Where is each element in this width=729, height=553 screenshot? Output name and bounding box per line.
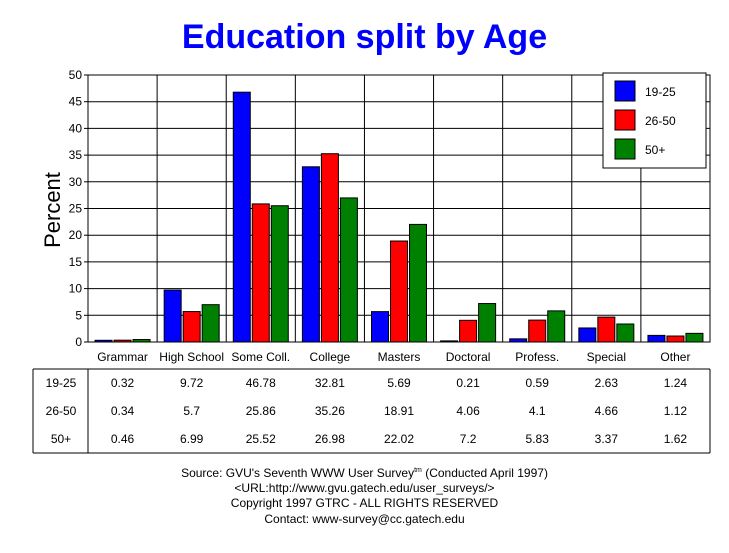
bar-19-25-Profess. (509, 338, 528, 343)
x-tick-label: Some Coll. (231, 350, 290, 364)
x-tick-label: High School (159, 350, 224, 364)
table-cell: 1.62 (664, 432, 688, 446)
x-tick-label: Doctoral (446, 350, 491, 364)
bar-19-25-Special (578, 327, 597, 343)
y-tick-label: 25 (69, 202, 83, 216)
copyright-text: Copyright 1997 GTRC - ALL RIGHTS RESERVE… (230, 496, 499, 510)
contact-text: Contact: www-survey@cc.gatech.edu (264, 512, 465, 526)
source-text: Source: GVU's Seventh WWW User Survey (181, 466, 415, 480)
table-cell: 32.81 (315, 376, 345, 390)
bar-26-50-Grammar (113, 339, 132, 343)
bar-19-25-College (301, 166, 320, 343)
bar-50+-Profess. (547, 310, 566, 343)
table-cell: 25.86 (246, 404, 276, 418)
source-url: <URL:http://www.gvu.gatech.edu/user_surv… (234, 481, 495, 495)
y-tick-label: 35 (69, 148, 83, 162)
table-cell: 7.2 (460, 432, 477, 446)
table-cell: 3.37 (595, 432, 619, 446)
bar-26-50-Special (597, 316, 616, 343)
table-cell: 1.24 (664, 376, 688, 390)
table-cell: 0.32 (111, 376, 135, 390)
y-tick-label: 5 (75, 308, 82, 322)
legend-swatch-50+ (614, 138, 636, 160)
bar-26-50-Profess. (528, 319, 547, 343)
table-cell: 25.52 (246, 432, 276, 446)
bar-26-50-High School (182, 311, 201, 343)
bar-50+-Masters (409, 223, 427, 343)
bar-50+-High School (201, 304, 220, 343)
table-cell: 4.1 (529, 404, 546, 418)
legend-label: 19-25 (645, 85, 676, 99)
bar-50+-Grammar (132, 339, 151, 343)
table-cell: 2.63 (595, 376, 619, 390)
conducted-text: (Conducted April 1997) (421, 466, 548, 480)
legend-swatch-26-50 (614, 109, 636, 131)
legend-swatch-19-25 (614, 80, 636, 102)
trademark-mark: tm (414, 467, 422, 474)
table-cell: 5.7 (183, 404, 200, 418)
y-tick-label: 15 (69, 255, 83, 269)
bar-50+-Special (616, 323, 635, 343)
legend-label: 26-50 (645, 114, 676, 128)
y-tick-label: 40 (69, 121, 83, 135)
bar-19-25-Masters (371, 311, 389, 343)
source-line: Source: GVU's Seventh WWW User Surveytm … (0, 466, 729, 480)
table-cell: 46.78 (246, 376, 276, 390)
bar-26-50-Doctoral (459, 319, 478, 343)
table-cell: 4.66 (595, 404, 619, 418)
chart-title: Education split by Age (181, 18, 548, 56)
bar-50+-College (339, 197, 358, 343)
y-tick-label: 50 (69, 68, 83, 82)
table-cell: 4.06 (456, 404, 480, 418)
table-row-label: 50+ (51, 432, 71, 446)
table-cell: 0.34 (111, 404, 135, 418)
bar-26-50-College (320, 153, 339, 343)
table-cell: 1.12 (664, 404, 688, 418)
bar-19-25-Doctoral (440, 340, 459, 343)
bar-50+-Other (685, 332, 704, 343)
legend-label: 50+ (645, 143, 665, 157)
x-tick-label: College (310, 350, 351, 364)
bar-19-25-Grammar (94, 339, 113, 343)
table-cell: 9.72 (180, 376, 204, 390)
bar-50+-Some Coll. (270, 205, 289, 343)
table-cell: 18.91 (384, 404, 414, 418)
bar-19-25-Some Coll. (232, 91, 251, 343)
x-tick-label: Other (660, 350, 690, 364)
bar-26-50-Other (666, 335, 685, 343)
table-cell: 22.02 (384, 432, 414, 446)
table-cell: 0.46 (111, 432, 135, 446)
x-tick-label: Masters (378, 350, 421, 364)
table-row-label: 26-50 (46, 404, 77, 418)
table-cell: 5.69 (387, 376, 411, 390)
x-tick-label: Profess. (515, 350, 559, 364)
bar-19-25-Other (647, 334, 666, 343)
table-cell: 6.99 (180, 432, 204, 446)
x-tick-label: Special (587, 350, 626, 364)
y-tick-label: 20 (69, 228, 83, 242)
table-row-label: 19-25 (46, 376, 77, 390)
y-tick-label: 10 (69, 282, 83, 296)
table-cell: 35.26 (315, 404, 345, 418)
bar-19-25-High School (163, 289, 182, 343)
table-cell: 0.59 (526, 376, 550, 390)
y-tick-label: 45 (69, 95, 83, 109)
bar-26-50-Some Coll. (251, 203, 270, 343)
table-cell: 26.98 (315, 432, 345, 446)
y-tick-label: 30 (69, 175, 83, 189)
y-tick-label: 0 (75, 335, 82, 349)
table-cell: 5.83 (526, 432, 550, 446)
table-cell: 0.21 (456, 376, 480, 390)
bar-26-50-Masters (390, 240, 408, 343)
bar-50+-Doctoral (478, 303, 497, 343)
x-tick-label: Grammar (97, 350, 148, 364)
